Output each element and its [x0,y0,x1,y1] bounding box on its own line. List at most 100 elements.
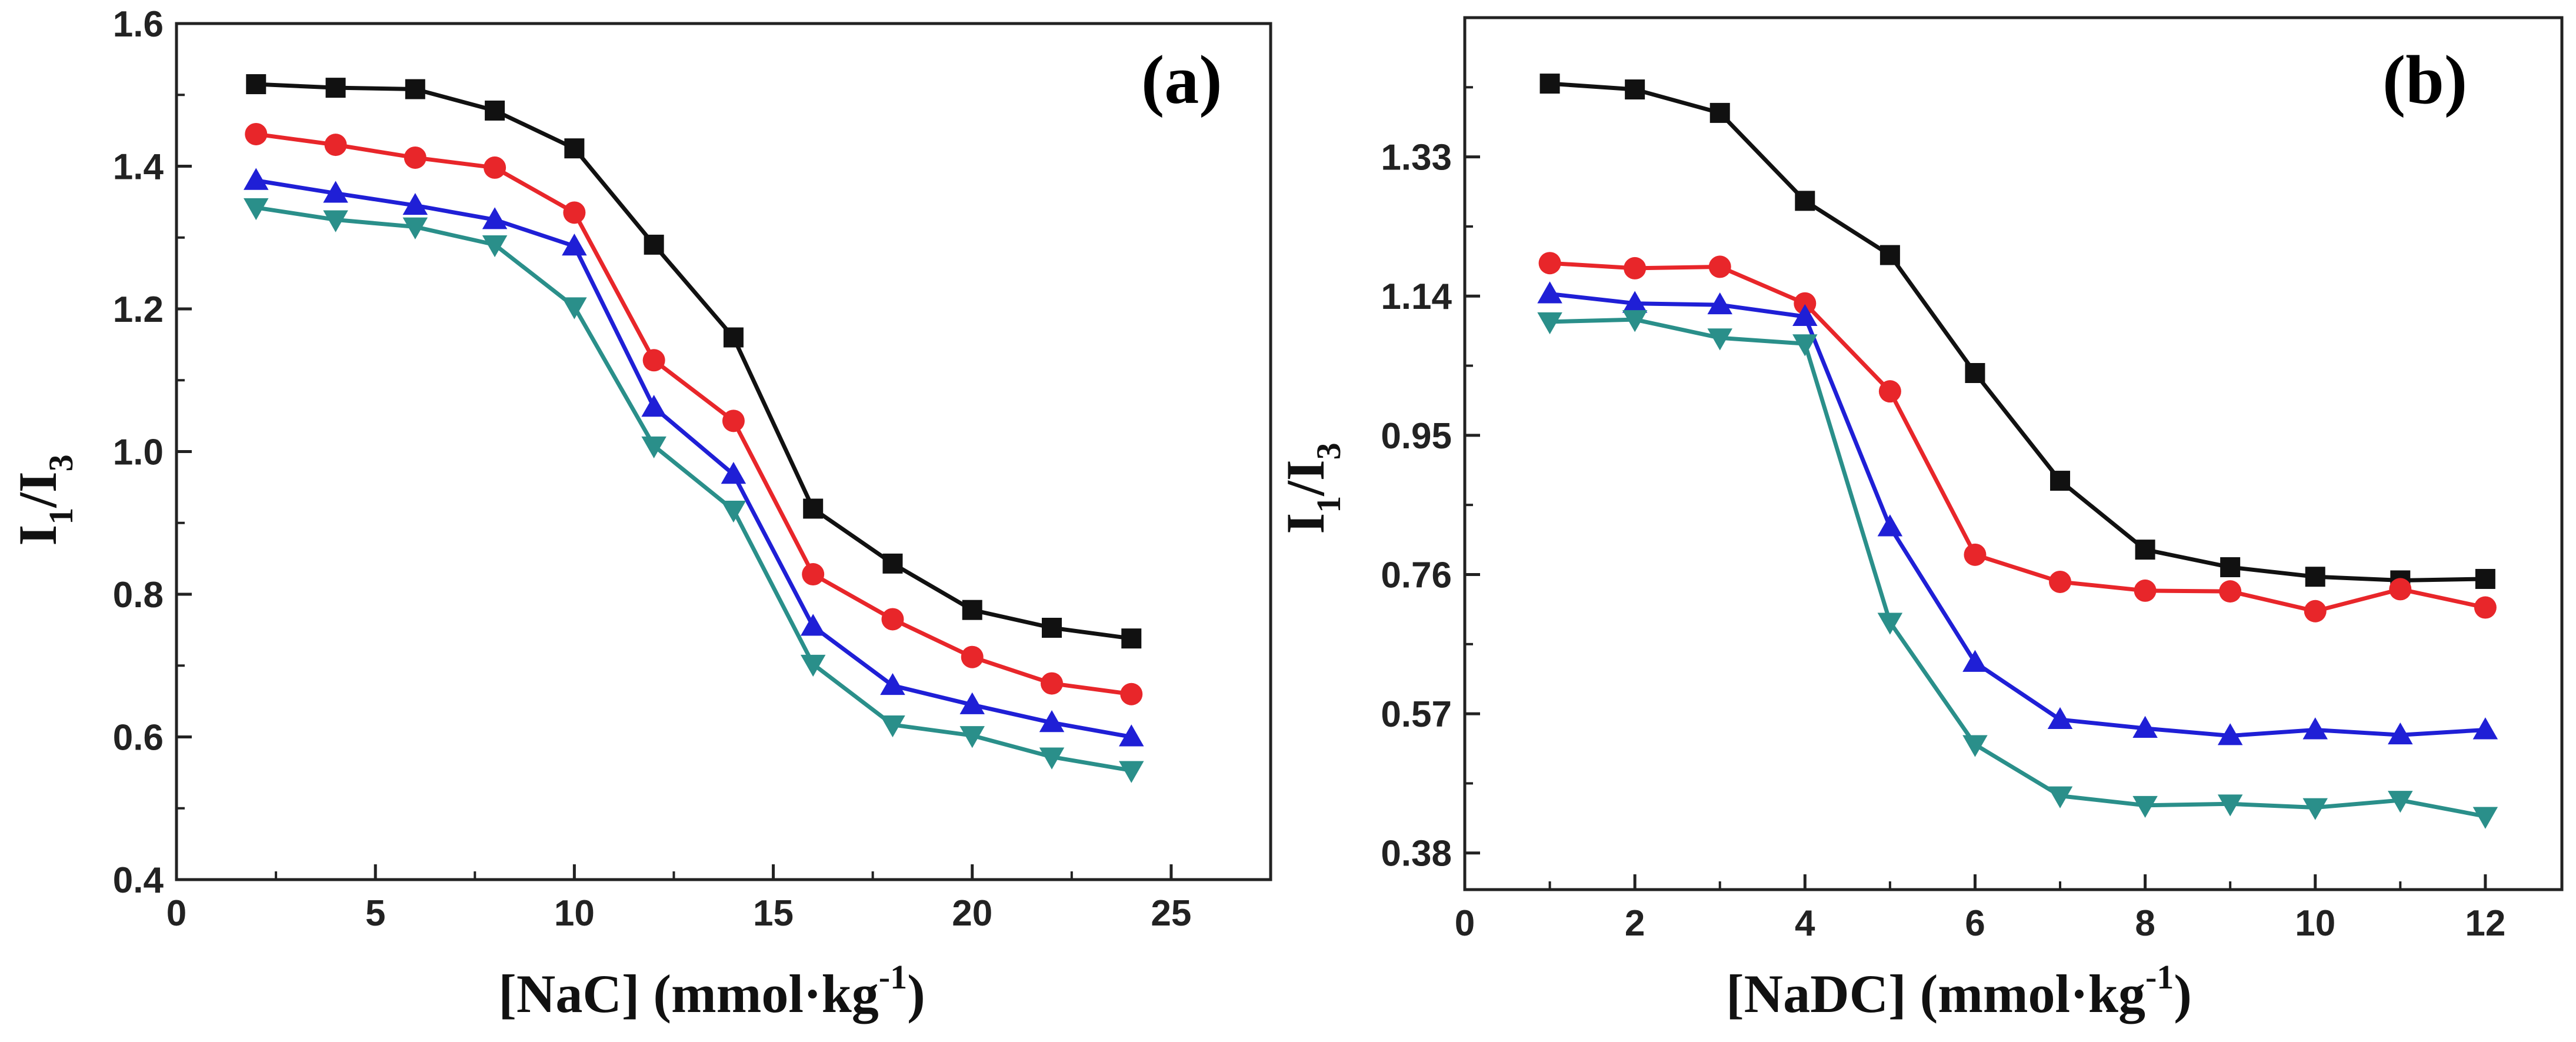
data-point-triangle-down [1622,310,1648,332]
panel-b-y-tick-label: 0.95 [1381,416,1452,457]
panel-a-x-tick-label: 25 [1151,893,1191,934]
panel-b-x-axis-title: [NaDC] (mmol·kg-1) [1726,958,2192,1024]
series-line-red-circle [1549,261,2486,614]
panel-a-y-tick-label: 0.6 [113,718,164,758]
data-point-triangle-up [1707,292,1732,315]
data-point-circle [802,563,825,586]
data-point-triangle-up [641,395,667,417]
data-point-triangle-up [800,614,826,636]
data-point-circle [1878,380,1901,403]
data-point-triangle-down [2047,786,2073,808]
data-point-triangle-down [482,235,508,258]
data-point-triangle-down [1962,735,1988,757]
panel-b-y-tick-label: 0.76 [1381,555,1452,595]
panel-b-y-axis-title: I1/I3 [1275,442,1348,534]
data-point-square [2475,568,2495,589]
data-point-triangle-down [2132,795,2158,818]
data-point-square [1709,102,1730,123]
data-point-circle [1120,683,1143,705]
series-line-black-square [1549,81,2485,582]
data-point-circle [1624,257,1647,279]
panel-b-tick-labels: 0 2 4 6 8 10 12 0.38 0.57 0.76 0.95 1.14 1.33 [1381,138,2505,944]
data-point-triangle-down [880,715,905,738]
panel-b-x-tick-label: 8 [2135,903,2155,944]
data-point-square [1625,79,1645,100]
data-point-square [246,74,266,95]
panel-a-y-axis-title: I1/I3 [8,454,80,545]
data-point-circle [2304,600,2327,622]
data-point-square [405,79,425,99]
panel-b-chart: 0 2 4 6 8 10 12 0.38 0.57 0.76 0.95 1.14 1.33 (b) [N… [1275,16,2564,1024]
panel-a-chart: 0 5 10 15 20 25 0.4 0.6 0.8 1.0 1.2 1.4 1.6 (a) [NaC… [8,4,1272,1024]
data-point-triangle-down [1707,328,1732,351]
data-point-square [1795,191,1815,211]
data-point-square [1539,74,1560,94]
data-point-triangle-down [721,500,747,523]
data-point-circle [324,134,347,157]
panel-a-x-axis-title: [NaC] (mmol·kg-1) [498,958,925,1024]
data-point-circle [2474,596,2497,619]
data-point-square [564,138,585,159]
data-point-circle [2049,570,2072,593]
panel-b-x-tick-label: 12 [2465,903,2505,944]
data-point-circle [1708,255,1731,278]
data-point-triangle-up [959,692,985,714]
data-point-triangle-down [800,654,826,677]
data-point-circle [1964,543,1987,566]
data-point-triangle-up [2302,717,2328,740]
series-line-red-circle [255,132,1132,697]
data-point-square [644,234,664,255]
data-point-triangle-up [1622,291,1648,313]
series-line-blue-triangle [255,178,1132,739]
data-point-triangle-down [323,210,348,232]
panel-a-x-tick-label: 20 [952,893,992,934]
data-point-triangle-down [2388,791,2413,813]
series-line-teal-triangle-down [1549,317,2486,818]
data-point-triangle-down [402,217,428,239]
panel-a-series-lines [255,82,1132,773]
panel-a-y-tick-label: 0.8 [113,575,164,615]
data-point-square [1965,363,1985,384]
data-point-triangle-down [1877,612,1903,635]
data-point-triangle-up [1962,650,1988,672]
panel-b-x-tick-label: 10 [2295,903,2335,944]
panel-b-x-tick-label: 0 [1455,903,1475,944]
panel-b-y-tick-label: 1.14 [1381,277,1452,317]
series-line-black-square [256,82,1132,641]
data-point-circle [2219,580,2242,603]
data-point-triangle-up [1537,281,1562,304]
panel-a-y-tick-label: 1.4 [113,147,164,188]
data-point-triangle-up [721,462,747,484]
data-point-square [1121,628,1142,649]
data-point-circle [404,146,426,169]
data-point-square [2305,567,2325,587]
data-point-circle [642,349,665,372]
panel-a-x-tick-label: 15 [753,893,794,934]
panel-b-x-tick-label: 4 [1795,903,1815,944]
data-point-triangle-up [482,207,508,229]
data-point-circle [1794,292,1817,315]
panel-b-markers [1537,74,2498,829]
data-point-triangle-up [2388,722,2413,745]
data-point-square [2050,471,2071,491]
data-point-triangle-down [1119,761,1144,783]
panel-a-axes [175,22,1272,881]
data-point-square [325,78,346,98]
data-point-triangle-down [562,297,587,319]
data-point-circle [961,645,984,668]
panel-a-y-tick-label: 0.4 [113,860,164,901]
data-point-triangle-up [2472,717,2498,740]
data-point-circle [563,201,586,224]
series-line-blue-triangle [1549,292,2486,738]
data-point-triangle-down [1537,312,1562,335]
panel-a-y-tick-label: 1.6 [113,4,164,45]
data-point-circle [881,608,904,631]
data-point-triangle-down [641,436,667,459]
panel-a-markers [244,74,1144,783]
panel-b-axes [1463,16,2564,891]
data-point-square [2220,557,2241,578]
data-point-square [1879,245,1900,265]
data-point-square [1042,617,1062,638]
data-point-square [485,100,505,121]
